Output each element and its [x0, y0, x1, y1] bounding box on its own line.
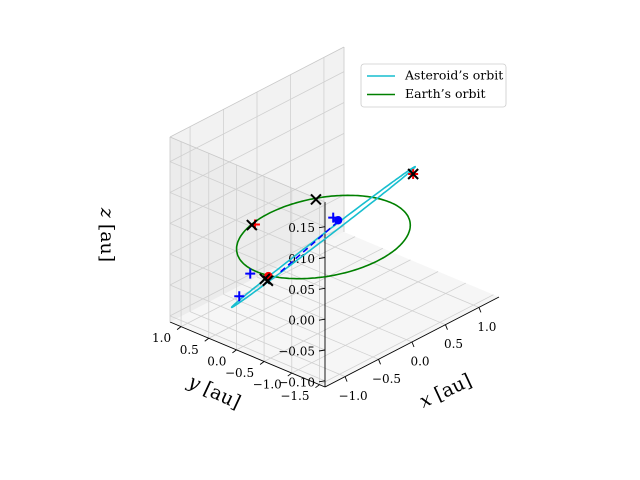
z-tick: [318, 318, 326, 321]
y-tick-label: 0.0: [207, 354, 226, 368]
y-axis-line: [169, 321, 326, 388]
grid-x-floor: [323, 242, 480, 308]
black-cross-marker: [310, 193, 322, 206]
z-tick-label: −0.10: [278, 375, 315, 389]
z-tick-label: 0.05: [288, 283, 315, 297]
legend: Asteroid’s orbit Earth’s orbit: [360, 63, 507, 108]
grid-z-back: [169, 132, 345, 224]
grid-z-left: [169, 192, 326, 258]
z-tick: [318, 349, 326, 352]
black-cross-marker: [262, 275, 274, 287]
x-tick-label: 1.0: [477, 320, 496, 334]
grid-z-back: [169, 71, 345, 163]
grid-z-left: [169, 315, 326, 382]
x-tick-label: 0.0: [410, 355, 429, 369]
grid-y-floor: [263, 271, 439, 362]
z-tick-label: 0.00: [288, 314, 315, 328]
blue-plus-marker: [234, 291, 245, 302]
grid-z-left: [169, 253, 326, 320]
z-tick: [318, 257, 326, 259]
z-tick: [318, 380, 326, 383]
y-tick: [287, 372, 293, 377]
legend-label: Asteroid’s orbit: [404, 68, 503, 83]
x-tick-label: 0.5: [444, 337, 463, 351]
x-tick: [411, 341, 415, 348]
grid-z-left: [169, 284, 326, 351]
grid-x-floor: [256, 276, 413, 343]
pane-edge: [169, 46, 345, 138]
asteroid-orbit-line: [230, 165, 416, 309]
x-tick: [445, 324, 448, 330]
grid-y-floor: [208, 247, 383, 339]
y-tick: [204, 337, 210, 342]
blue-plus-marker: [245, 268, 256, 279]
y-axis-label-unit: [au]: [195, 375, 245, 414]
black-cross-marker: [246, 219, 258, 231]
grid-z-back: [169, 163, 345, 255]
grid-y-floor: [236, 259, 411, 351]
x-axis-label: x [au]: [416, 369, 475, 412]
x-tick: [478, 307, 482, 313]
y-tick: [315, 384, 320, 389]
y-tick: [232, 349, 237, 354]
grid-z-left: [169, 222, 326, 289]
grid-x-floor: [290, 259, 446, 326]
x-tick-label: −0.5: [372, 372, 401, 386]
blue-plus-marker: [328, 212, 339, 223]
z-tick: [318, 226, 326, 229]
z-axis-label: z [au]: [96, 207, 118, 262]
grid-x-floor: [223, 293, 379, 360]
pane-edge: [169, 136, 326, 203]
x-axis-label-unit: [au]: [426, 369, 476, 408]
y-tick-label: −1.5: [280, 389, 309, 403]
y-tick: [259, 361, 265, 365]
y-tick-label: −0.5: [225, 366, 254, 380]
z-axis-label-var: z: [96, 207, 118, 219]
legend-label: Earth’s orbit: [405, 86, 486, 101]
z-axis-label-unit: [au]: [96, 218, 118, 262]
black-cross-marker: [407, 168, 419, 180]
legend-box: [360, 63, 507, 108]
z-tick-label: 0.15: [288, 221, 315, 235]
z-tick-label: −0.05: [278, 345, 315, 359]
blue-dashed-segment: [280, 222, 337, 273]
x-tick: [378, 359, 381, 365]
grid-z-back: [169, 194, 345, 286]
y-tick-label: 0.5: [180, 343, 199, 357]
y-tick: [176, 326, 182, 331]
z-tick: [318, 287, 326, 290]
earth-orbit-line: [235, 194, 412, 280]
x-tick: [344, 376, 348, 382]
x-tick-label: −1.0: [339, 389, 368, 403]
plot-area: [230, 165, 419, 309]
grid-y-floor: [319, 294, 494, 386]
grid-z-left: [169, 161, 326, 228]
y-tick-label: −1.0: [253, 378, 282, 392]
grid-lines: [169, 57, 494, 386]
y-tick-label: 1.0: [152, 331, 171, 345]
grid-z-back: [169, 102, 345, 193]
grid-y-floor: [291, 282, 466, 374]
